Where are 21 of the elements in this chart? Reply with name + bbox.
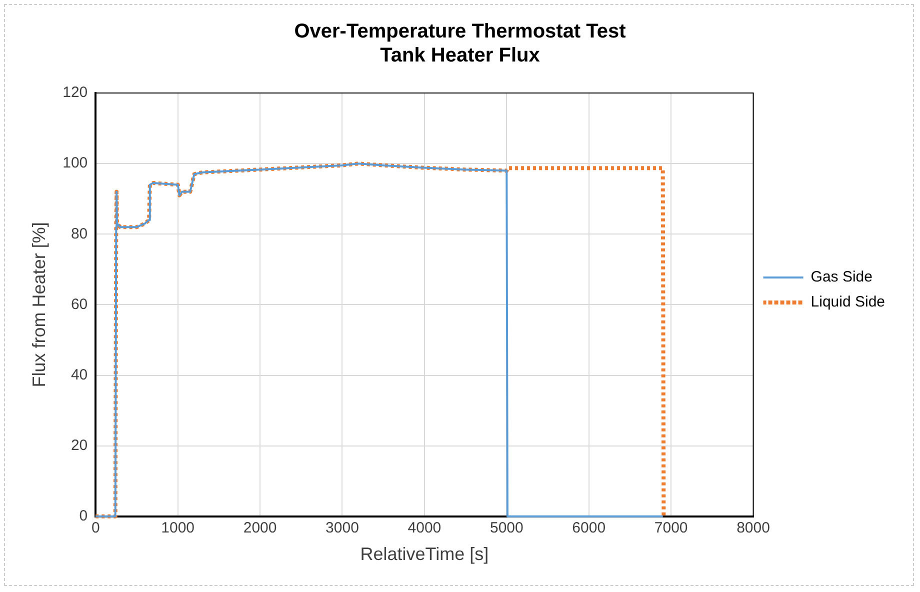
legend-label: Liquid Side: [810, 294, 886, 311]
y-tick-label: 80: [70, 225, 88, 242]
x-tick-label: 0: [91, 520, 100, 537]
x-tick-label: 7000: [654, 520, 688, 537]
x-tick-label: 2000: [243, 520, 277, 537]
x-tick-label: 5000: [490, 520, 524, 537]
y-tick-label: 60: [70, 296, 88, 313]
legend-label: Gas Side: [810, 268, 872, 286]
x-tick-label: 1000: [161, 520, 195, 537]
y-tick-label: 0: [79, 508, 88, 525]
y-tick-label: 20: [70, 436, 88, 454]
y-axis-title: Flux from Heater [%]: [28, 222, 49, 388]
x-tick-label: 6000: [572, 520, 606, 537]
x-axis-title: RelativeTime [s]: [360, 544, 489, 564]
x-tick-label: 3000: [326, 520, 359, 537]
y-tick-label: 120: [62, 84, 88, 102]
y-tick-label: 40: [70, 366, 88, 384]
x-tick-label: 4000: [408, 520, 442, 537]
y-tick-label: 100: [62, 154, 88, 172]
x-tick-label: 8000: [736, 520, 770, 537]
chart-title: Over-Temperature Thermostat Test Tank Heater Flux: [294, 20, 626, 67]
